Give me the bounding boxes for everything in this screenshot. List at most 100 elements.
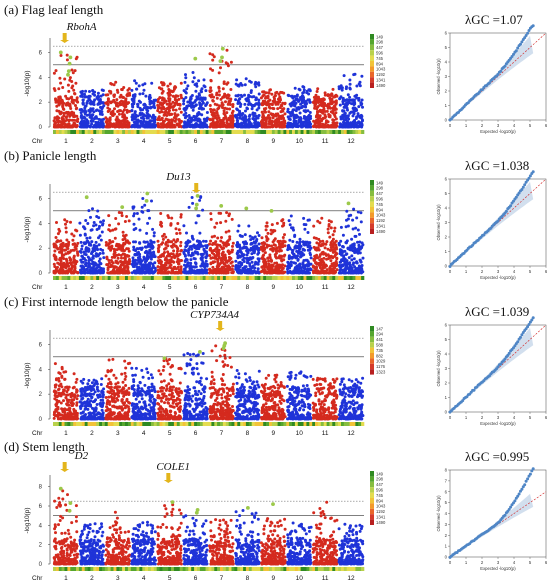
snp-point [64,243,67,246]
snp-point [89,125,92,128]
density-bin [341,130,344,134]
snp-point [205,240,208,243]
snp-point [238,250,241,253]
density-bin [125,130,128,134]
snp-point [55,236,58,239]
snp-point [329,102,332,105]
snp-point [176,103,179,106]
snp-point [215,222,218,225]
snp-point [299,241,302,244]
chromosome-label: 12 [347,138,355,145]
snp-point [359,81,362,84]
snp-point [178,107,181,110]
significant-snp-point [69,56,73,60]
snp-point [301,85,304,88]
snp-point [203,125,206,128]
density-bin [260,130,263,134]
snp-point [329,125,332,128]
snp-point [296,241,299,244]
density-legend-label: 596 [376,51,384,56]
snp-point [74,69,77,72]
snp-point [254,85,257,88]
snp-point [287,94,290,97]
snp-point [257,101,260,104]
qq-y-tick-label: 3 [445,74,448,79]
snp-point [338,87,341,90]
snp-point [98,109,101,112]
snp-point [186,101,189,104]
snp-point [160,260,163,263]
snp-point [90,240,93,243]
snp-point [231,116,234,119]
snp-point [102,267,105,270]
snp-point [179,232,182,235]
snp-point [118,113,121,116]
snp-point [173,86,176,89]
density-legend-swatch [370,83,374,88]
snp-point [203,78,206,81]
snp-point [194,83,197,86]
snp-point [257,267,260,270]
snp-point [235,78,238,81]
snp-point [209,123,212,126]
snp-point [184,245,187,248]
snp-point [236,94,239,97]
density-legend-label: 745 [376,56,384,61]
snp-point [131,103,134,106]
snp-point [266,265,269,268]
snp-point [170,264,173,267]
snp-point [328,219,331,222]
density-bin [258,130,261,134]
density-bin [70,130,73,134]
density-legend-label: 149 [376,34,384,39]
snp-point [105,241,108,244]
snp-point [102,123,105,126]
snp-point [166,111,169,114]
snp-point [151,228,154,231]
snp-point [192,238,195,241]
snp-point [223,82,226,85]
snp-point [92,224,95,227]
snp-point [91,267,94,270]
snp-point [101,231,104,234]
snp-point [264,111,267,114]
snp-point [69,259,72,262]
density-bin [197,130,200,134]
snp-point [208,254,211,257]
snp-point [131,124,134,127]
snp-point [267,96,270,99]
snp-point [111,125,114,128]
snp-point [53,72,56,75]
density-bin [281,130,284,134]
snp-point [176,222,179,225]
snp-point [57,87,60,90]
density-bin [335,130,338,134]
snp-point [53,87,56,90]
snp-point [270,258,273,261]
snp-point [288,264,291,267]
snp-point [127,122,130,125]
snp-point [324,94,327,97]
snp-point [306,109,309,112]
snp-point [67,101,70,104]
snp-point [61,116,64,119]
snp-point [126,92,129,95]
snp-point [102,271,105,274]
snp-point [237,224,240,227]
density-legend-swatch [370,56,374,61]
snp-point [264,97,267,100]
snp-point [270,93,273,96]
snp-point [204,85,207,88]
snp-point [295,256,298,259]
snp-point [299,124,302,127]
snp-point [293,114,296,117]
snp-point [109,101,112,104]
snp-point [93,245,96,248]
density-bin [168,130,171,134]
snp-point [204,271,207,274]
snp-point [205,103,208,106]
snp-point [201,259,204,262]
snp-point [115,121,118,124]
snp-point [125,247,128,250]
